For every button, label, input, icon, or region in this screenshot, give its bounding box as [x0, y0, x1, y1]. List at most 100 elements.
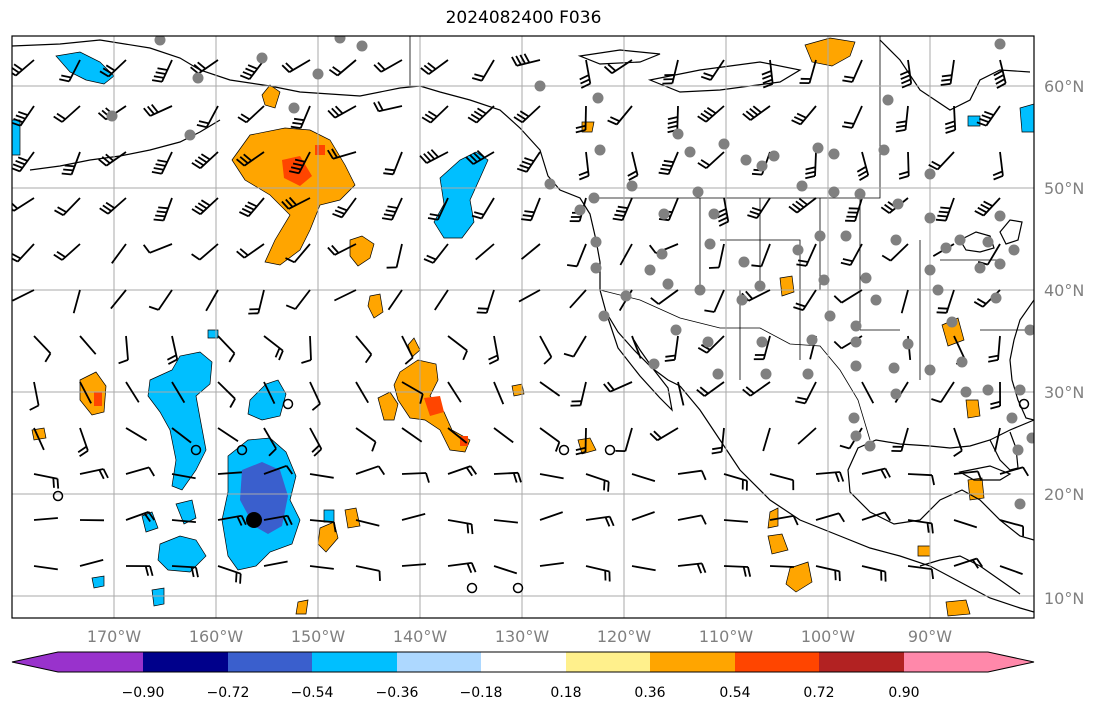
station-dot [702, 336, 714, 348]
wind-barb [723, 473, 748, 491]
lon-label: 130°W [495, 627, 550, 646]
wind-barb [833, 289, 863, 304]
station-dot [864, 440, 876, 452]
station-dot [982, 236, 994, 248]
station-dot [534, 80, 546, 92]
station-dot [356, 40, 368, 52]
wind-barb [815, 512, 845, 523]
wind-barb [953, 427, 963, 458]
wind-barb [309, 565, 334, 570]
wind-barb [805, 151, 817, 180]
map-title: 2024082400 F036 [445, 8, 602, 28]
wind-barb [993, 59, 1007, 89]
station-dot [1008, 244, 1020, 256]
station-dot [902, 338, 914, 350]
wind-barb [539, 335, 553, 365]
wind-barb [290, 105, 311, 129]
wind-barb [236, 243, 265, 259]
colorbar-tick-label: 0.54 [719, 685, 750, 701]
wind-barb [401, 381, 424, 404]
station-dot [850, 336, 862, 348]
wind-barb [520, 243, 541, 260]
wind-barb [976, 105, 1001, 127]
wind-barbs [12, 53, 1029, 584]
station-dot [806, 334, 818, 346]
wind-barb [700, 59, 725, 81]
wind-barb [53, 243, 81, 261]
wind-barb [799, 59, 817, 84]
wind-barb [907, 565, 934, 580]
station-dot [890, 388, 902, 400]
station-dot [574, 204, 586, 216]
wind-barb [285, 243, 311, 264]
colorbar-segment [819, 652, 904, 672]
wind-barb [493, 381, 505, 405]
wind-barb [769, 565, 795, 568]
station-dot [692, 186, 704, 198]
station-dot [184, 129, 196, 141]
wind-barb [263, 464, 294, 475]
wind-barb [171, 565, 199, 578]
wind-barb [263, 335, 284, 361]
wind-barb [658, 151, 679, 175]
station-dot [994, 38, 1006, 50]
wind-barb [769, 515, 799, 526]
wind-barb [423, 243, 449, 264]
wind-barb [994, 427, 1001, 452]
wind-barb [493, 427, 514, 444]
wind-barb [171, 427, 192, 444]
wind-barb [521, 197, 541, 222]
wind-barb [988, 335, 1001, 363]
lon-label: 100°W [801, 627, 856, 646]
wind-barb [263, 560, 288, 567]
wind-barb [570, 381, 587, 407]
wind-barb [791, 105, 817, 126]
wind-barb [612, 197, 633, 221]
wind-barb [153, 197, 173, 222]
wind-barb [79, 335, 97, 355]
station-dot [708, 208, 720, 220]
station-dot [994, 258, 1006, 270]
station-dot [924, 364, 936, 376]
wind-barb [125, 466, 155, 477]
station-dot [1006, 412, 1018, 424]
colorbar-segment [58, 652, 143, 672]
wind-barb [585, 515, 615, 527]
wind-barb [840, 243, 863, 266]
wind-barb [54, 197, 81, 216]
wind-barb [677, 562, 707, 574]
station-dot [932, 284, 944, 296]
wind-barb [381, 197, 403, 221]
wind-barb [631, 565, 656, 572]
wind-barb [697, 335, 725, 354]
wind-barb [332, 197, 357, 219]
wind-barb [190, 59, 219, 75]
wind-barb [434, 289, 449, 311]
colorbar-segment [735, 652, 819, 672]
wind-barb [383, 151, 403, 176]
wind-barb [650, 289, 679, 305]
wind-barb [355, 465, 386, 476]
wind-barb [471, 197, 495, 220]
wind-barb [619, 243, 633, 266]
wind-barb [465, 149, 495, 165]
station-dot [672, 128, 684, 140]
wind-barb [61, 151, 81, 176]
wind-barb [171, 473, 196, 480]
wind-barb [217, 514, 247, 526]
wind-barb [79, 559, 104, 567]
wind-barb [861, 467, 891, 479]
station-dot [878, 144, 890, 156]
wind-barb [217, 381, 236, 408]
wind-barb [79, 381, 92, 404]
colorbar-tick-label: −0.54 [291, 685, 334, 701]
wind-barb [493, 565, 518, 575]
wind-barb [861, 565, 887, 582]
station-dot [1014, 498, 1026, 510]
wind-barb [196, 105, 219, 129]
station-dot [740, 154, 752, 166]
colorbar-extend-max [988, 652, 1034, 672]
wind-barb [217, 471, 242, 475]
wind-barb [977, 243, 1001, 266]
station-dot [924, 168, 936, 180]
